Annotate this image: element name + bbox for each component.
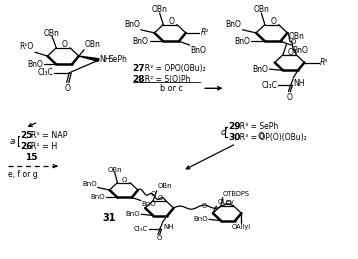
- Text: BnO: BnO: [292, 46, 308, 55]
- Text: 25: 25: [21, 131, 33, 140]
- Text: e, f or g: e, f or g: [8, 170, 38, 179]
- Text: OBn: OBn: [107, 167, 122, 173]
- Text: SePh: SePh: [108, 55, 127, 64]
- Text: OLev: OLev: [217, 199, 234, 205]
- Text: O: O: [291, 39, 296, 46]
- Text: , R³ = OP(O)(OBu)₂: , R³ = OP(O)(OBu)₂: [234, 133, 306, 142]
- Text: BnO: BnO: [226, 20, 241, 29]
- Text: BnO: BnO: [126, 211, 140, 217]
- Text: O: O: [62, 40, 68, 49]
- Text: O: O: [158, 195, 163, 201]
- Text: BnO: BnO: [124, 20, 140, 29]
- Text: NH: NH: [163, 224, 174, 229]
- Text: NH: NH: [99, 55, 111, 64]
- Text: O: O: [150, 191, 155, 197]
- Text: , R² = S(O)Ph: , R² = S(O)Ph: [140, 75, 191, 84]
- Text: O: O: [226, 200, 231, 206]
- Text: , R³ = SePh: , R³ = SePh: [234, 123, 278, 131]
- Text: BnO: BnO: [252, 64, 268, 74]
- Text: Cl₃C: Cl₃C: [134, 226, 148, 232]
- Text: BnO: BnO: [133, 37, 149, 46]
- Text: O: O: [122, 177, 127, 183]
- Text: OBn: OBn: [253, 5, 269, 15]
- Text: O: O: [270, 18, 276, 26]
- Text: R¹O: R¹O: [20, 42, 34, 52]
- Text: OBn: OBn: [289, 32, 304, 41]
- Text: BnO: BnO: [191, 46, 207, 55]
- Polygon shape: [79, 56, 99, 61]
- Text: O: O: [169, 18, 174, 26]
- Text: O: O: [65, 84, 71, 93]
- Text: 31: 31: [102, 213, 116, 222]
- Text: BnO: BnO: [82, 181, 97, 187]
- Text: BnO: BnO: [234, 37, 250, 46]
- Text: 15: 15: [25, 154, 37, 162]
- Text: d: d: [221, 128, 227, 136]
- Text: O: O: [202, 203, 207, 209]
- Text: 28: 28: [133, 75, 145, 84]
- Text: Cl₃C: Cl₃C: [261, 81, 277, 90]
- Text: , R¹ = H: , R¹ = H: [26, 142, 58, 151]
- Text: Cl₃C: Cl₃C: [37, 68, 53, 77]
- Text: 26: 26: [21, 142, 33, 151]
- Text: 27: 27: [133, 64, 145, 74]
- Text: OBn: OBn: [84, 40, 100, 49]
- Text: 30: 30: [228, 133, 241, 142]
- Text: OTBDPS: OTBDPS: [223, 191, 250, 197]
- Text: O: O: [257, 132, 264, 141]
- Text: O: O: [288, 48, 294, 56]
- Text: OBn: OBn: [152, 5, 168, 15]
- Text: OBn: OBn: [158, 183, 173, 189]
- Text: OBn: OBn: [44, 28, 60, 38]
- Text: , R² = OPO(OBu)₂: , R² = OPO(OBu)₂: [140, 64, 206, 74]
- Text: BnO: BnO: [90, 195, 105, 200]
- Text: O: O: [156, 235, 162, 241]
- Text: R³: R³: [320, 58, 328, 67]
- Text: R²: R²: [201, 28, 209, 37]
- Text: OAllyl: OAllyl: [232, 224, 251, 230]
- Text: 29: 29: [228, 123, 241, 131]
- Text: BnO: BnO: [193, 216, 208, 222]
- Text: BnO: BnO: [27, 60, 43, 69]
- Text: , R¹ = NAP: , R¹ = NAP: [26, 131, 68, 140]
- Text: a: a: [10, 136, 15, 146]
- Text: NH: NH: [293, 79, 305, 88]
- Text: BnO: BnO: [142, 201, 156, 207]
- Text: O: O: [287, 93, 292, 102]
- Text: b or c: b or c: [160, 84, 183, 93]
